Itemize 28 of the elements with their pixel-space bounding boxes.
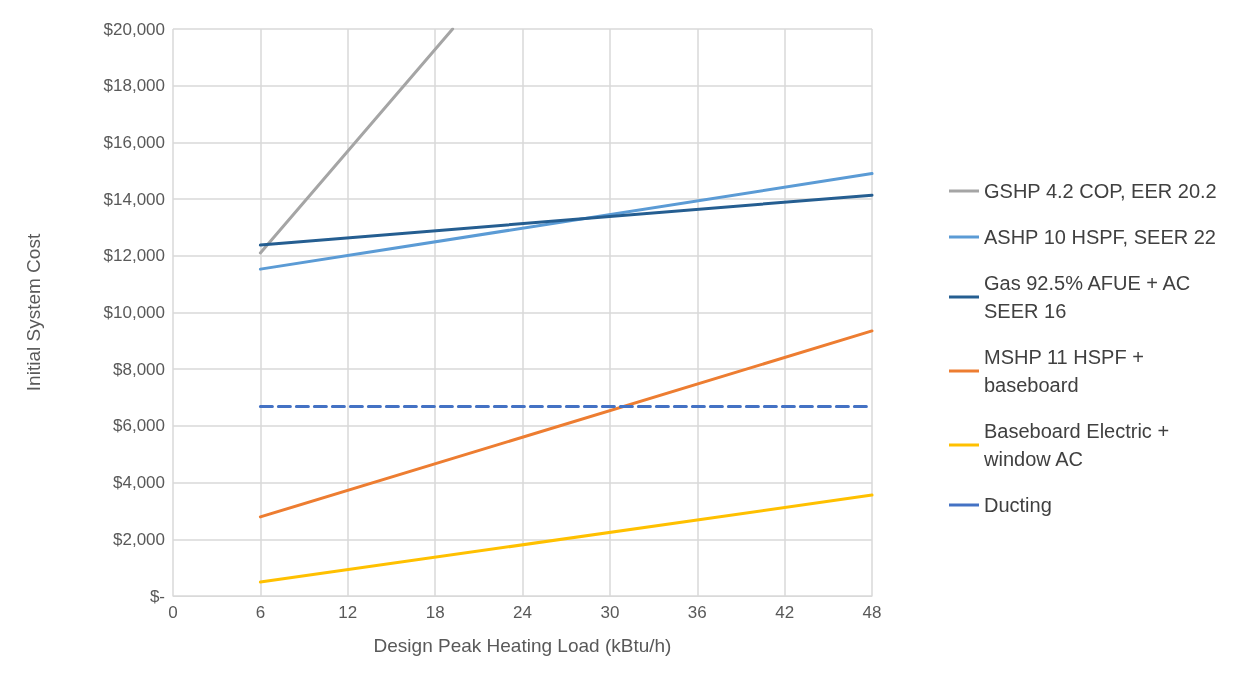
y-tick-label: $18,000	[103, 76, 165, 96]
x-tick-label: 30	[600, 603, 620, 622]
y-tick-label: $2,000	[113, 529, 165, 549]
x-tick-label: 18	[425, 603, 445, 622]
legend-label: GSHP 4.2 COP, EER 20.2	[984, 180, 1217, 202]
y-tick-label: $6,000	[113, 416, 165, 436]
y-tick-label: $20,000	[103, 19, 165, 39]
legend-label: MSHP 11 HSPF + baseboard	[984, 346, 1150, 396]
y-axis-title: Initial System Cost	[23, 233, 44, 392]
x-axis-title: Design Peak Heating Load (kBtu/h)	[373, 635, 672, 656]
x-tick-label: 6	[255, 603, 266, 622]
x-tick-label: 24	[513, 603, 532, 622]
legend-label: Gas 92.5% AFUE + AC SEER 16	[984, 272, 1196, 322]
legend-label: Baseboard Electric + window AC	[983, 420, 1175, 470]
x-tick-label: 36	[687, 603, 707, 622]
x-tick-label: 0	[168, 603, 178, 622]
legend-label: Ducting	[984, 494, 1052, 516]
x-tick-label: 42	[775, 603, 795, 622]
y-tick-label: $-	[149, 586, 165, 606]
x-tick-label: 12	[338, 603, 358, 622]
y-tick-label: $8,000	[113, 359, 165, 379]
y-tick-label: $12,000	[103, 246, 165, 266]
legend-label: ASHP 10 HSPF, SEER 22	[984, 226, 1216, 248]
x-tick-label: 48	[862, 603, 882, 622]
y-tick-label: $4,000	[113, 473, 165, 493]
y-tick-label: $10,000	[103, 303, 165, 322]
y-tick-label: $16,000	[103, 132, 165, 152]
y-tick-label: $14,000	[103, 189, 165, 209]
